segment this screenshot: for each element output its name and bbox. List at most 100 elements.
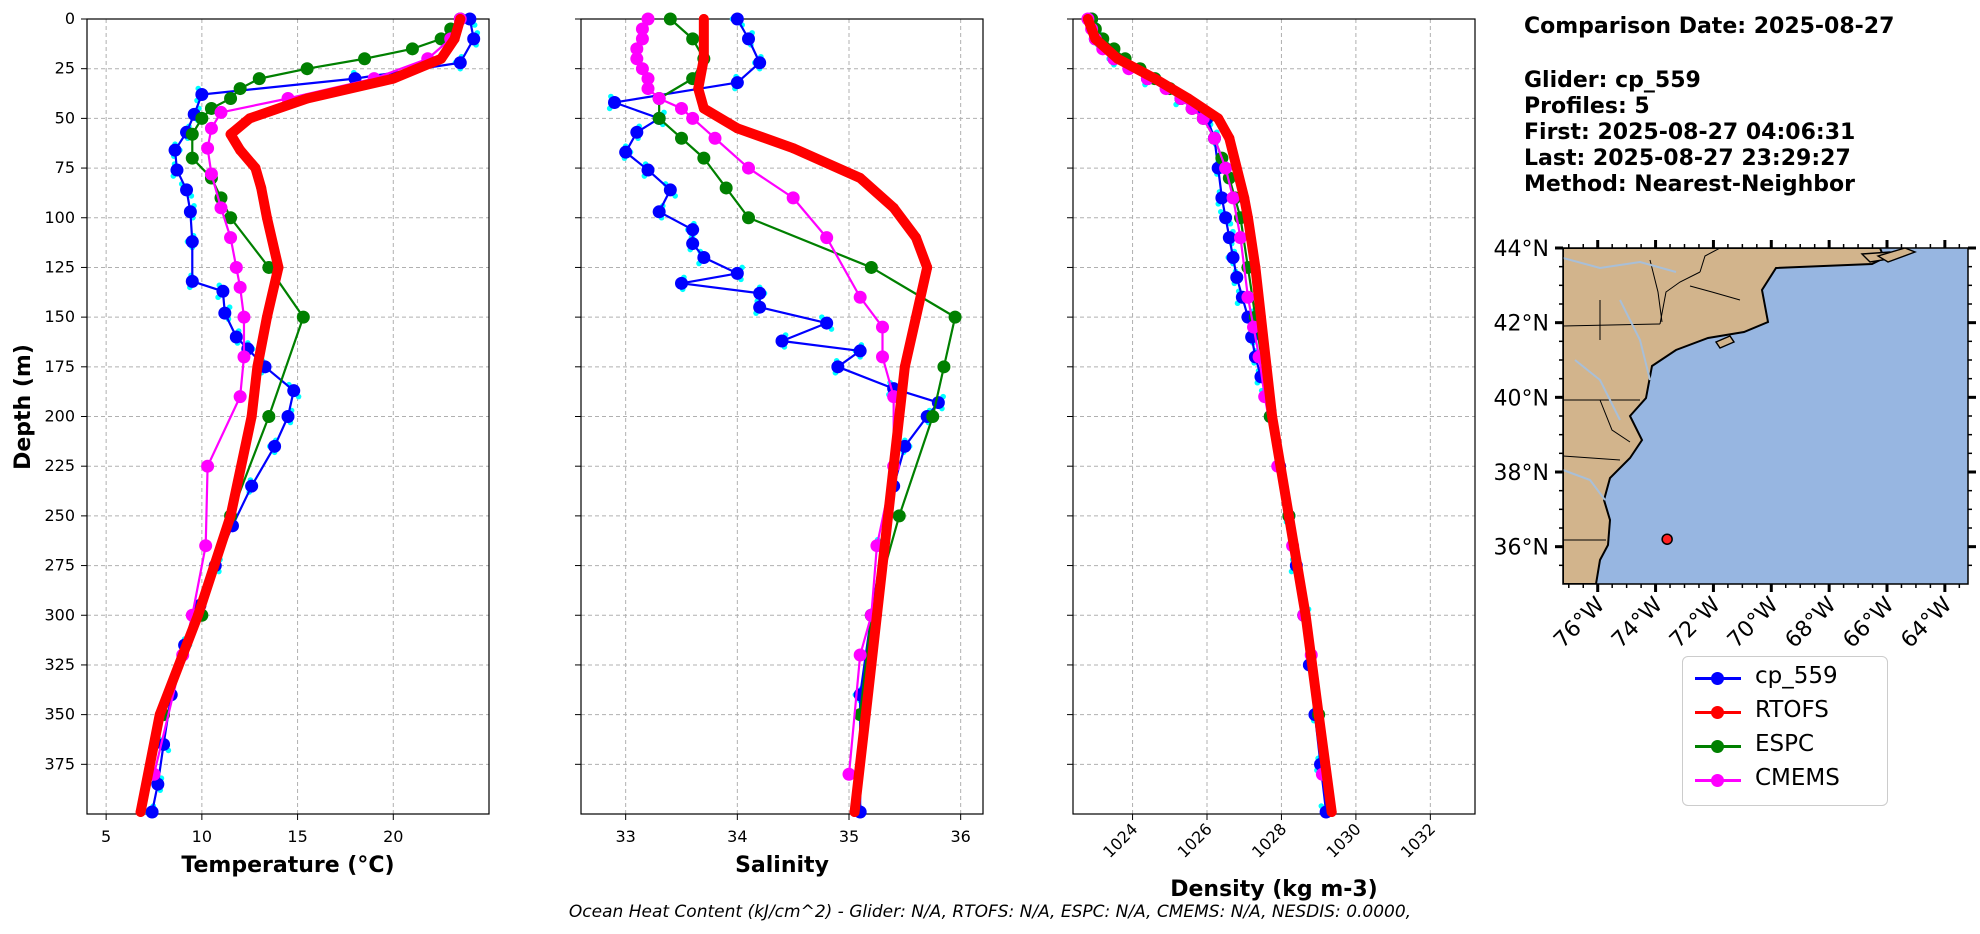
data-point-cp_559 [753,286,767,300]
series-line-rtofs [1082,14,1337,818]
legend-swatch-dot [1711,672,1724,685]
first-profile-time: First: 2025-08-27 04:06:31 [1524,120,1856,145]
legend-swatch-dot [1711,706,1724,719]
data-point-cmems [708,131,722,145]
data-point-cp_559 [216,284,230,298]
data-point-cmems [820,231,834,245]
data-point-cp_559 [1230,270,1244,284]
data-point-rtofs [436,53,447,64]
x-tick-label: 10 [192,827,212,846]
data-point-rtofs [244,113,255,124]
data-point-cp_559 [742,32,755,46]
x-tick-label: 33 [615,827,635,846]
data-point-cp_559 [1222,231,1236,245]
data-point-cp_559 [1215,191,1229,205]
map-lat-label: 42°N [1494,312,1549,337]
map-lat-label: 44°N [1494,237,1549,262]
data-point-rtofs [1224,133,1235,144]
data-point-espc [262,260,276,274]
data-point-rtofs [922,262,933,273]
data-point-cp_559 [730,12,744,26]
x-tick-label: 1028 [1248,819,1290,861]
data-point-rtofs [250,163,261,174]
data-point-rtofs [1300,610,1311,621]
panel-salinity: 33 34 35 36 Salinity [575,12,984,878]
data-point-rtofs [849,807,860,818]
data-point-rtofs [273,262,284,273]
data-point-cmems [214,105,228,119]
data-point-rtofs [1149,73,1160,84]
y-tick-label: 125 [44,257,75,276]
data-point-cmems [229,260,243,274]
series-line-cmems [1086,17,1324,776]
x-tick-label: 34 [727,827,747,846]
data-point-espc [948,310,962,324]
data-point-rtofs [1267,411,1278,422]
data-point-cmems [630,52,644,66]
data-point-cp_559 [151,777,165,791]
map-lon-label: 70°W [1723,592,1784,653]
map-lon-label: 76°W [1549,592,1610,653]
data-point-cmems [199,539,213,553]
legend-item-cmems: CMEMS [1695,763,1885,797]
data-point-espc [296,310,310,324]
data-point-cp_559 [630,125,644,139]
legend: cp_559 RTOFS ESPC CMEMS [1682,656,1888,806]
data-point-espc [892,509,906,523]
data-point-cp_559 [686,237,700,251]
comparison-date: Comparison Date: 2025-08-27 [1524,14,1895,39]
data-point-cp_559 [180,183,194,197]
data-point-rtofs [871,610,882,621]
legend-item-espc: ESPC [1695,729,1885,763]
data-point-cmems [201,141,215,155]
y-tick-label: 225 [44,456,75,475]
data-point-rtofs [261,312,272,323]
data-point-cmems [652,92,666,105]
data-point-espc [195,111,209,125]
data-point-rtofs [1082,14,1093,24]
data-point-rtofs [256,182,267,193]
panel-density: 1024 1026 1028 1030 1032 Density (kg m-3) [1067,12,1476,902]
data-point-rtofs [252,361,263,372]
data-point-espc [652,111,666,125]
data-point-cmems [853,648,867,662]
legend-item-cp_559: cp_559 [1695,661,1885,695]
data-point-cmems [214,201,228,215]
y-tick-label: 325 [44,655,75,674]
map-lat-label: 38°N [1494,461,1549,486]
map-borders [1563,248,1741,541]
data-point-espc [663,12,677,26]
data-point-rtofs [888,202,899,213]
data-point-espc [864,260,878,274]
data-point-rtofs [788,143,799,154]
y-tick-label: 275 [44,556,75,575]
data-point-rtofs [235,145,246,156]
data-point-cmems [1241,290,1255,304]
data-point-cp_559 [170,163,184,177]
x-tick-label: 5 [101,827,111,846]
x-tick-label: 36 [950,827,970,846]
data-point-cp_559 [268,439,282,453]
data-point-cp_559 [853,344,867,358]
data-point-rtofs [302,93,313,104]
map-lat-label: 36°N [1494,536,1549,561]
x-tick-label: 35 [839,827,859,846]
x-axis-label: Density (kg m-3) [1170,877,1378,902]
legend-label: cp_559 [1755,663,1838,689]
data-point-cmems [635,62,649,76]
data-point-rtofs [1326,807,1337,818]
data-point-cp_559 [218,306,232,320]
data-point-espc [224,211,238,225]
data-point-cmems [204,167,218,181]
data-point-rtofs [698,103,709,114]
data-point-rtofs [698,14,709,24]
data-point-cp_559 [467,32,481,46]
data-point-cp_559 [281,410,295,423]
data-point-cmems [204,121,218,135]
data-point-cp_559 [831,360,845,374]
y-tick-label: 250 [44,506,75,525]
x-axis-label: Salinity [735,853,829,878]
map-lon-label: 74°W [1607,592,1668,653]
data-point-cmems [786,191,800,205]
